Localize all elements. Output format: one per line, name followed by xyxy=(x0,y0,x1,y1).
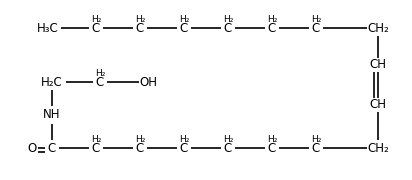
Text: C: C xyxy=(96,75,104,89)
Text: C: C xyxy=(268,21,276,35)
Text: C: C xyxy=(180,141,188,154)
Text: OH: OH xyxy=(139,75,157,89)
Text: CH: CH xyxy=(370,58,386,71)
Text: C: C xyxy=(224,21,232,35)
Text: NH: NH xyxy=(43,109,61,122)
Text: C: C xyxy=(312,141,320,154)
Text: H₂: H₂ xyxy=(91,15,101,24)
Text: H₂: H₂ xyxy=(223,134,233,143)
Text: O: O xyxy=(27,141,37,154)
Text: C: C xyxy=(312,21,320,35)
Text: CH: CH xyxy=(370,98,386,111)
Text: C: C xyxy=(92,141,100,154)
Text: H₂: H₂ xyxy=(311,134,321,143)
Text: C: C xyxy=(136,21,144,35)
Text: H₂: H₂ xyxy=(135,134,145,143)
Text: H₂: H₂ xyxy=(311,15,321,24)
Text: C: C xyxy=(224,141,232,154)
Text: C: C xyxy=(180,21,188,35)
Text: CH₂: CH₂ xyxy=(367,141,389,154)
Text: H₃C: H₃C xyxy=(37,21,59,35)
Text: H₂: H₂ xyxy=(95,69,105,78)
Text: H₂: H₂ xyxy=(267,15,277,24)
Text: H₂C: H₂C xyxy=(41,75,63,89)
Text: C: C xyxy=(92,21,100,35)
Text: C: C xyxy=(48,141,56,154)
Text: H₂: H₂ xyxy=(179,134,189,143)
Text: C: C xyxy=(268,141,276,154)
Text: H₂: H₂ xyxy=(267,134,277,143)
Text: H₂: H₂ xyxy=(179,15,189,24)
Text: H₂: H₂ xyxy=(223,15,233,24)
Text: CH₂: CH₂ xyxy=(367,21,389,35)
Text: C: C xyxy=(136,141,144,154)
Text: H₂: H₂ xyxy=(135,15,145,24)
Text: H₂: H₂ xyxy=(91,134,101,143)
